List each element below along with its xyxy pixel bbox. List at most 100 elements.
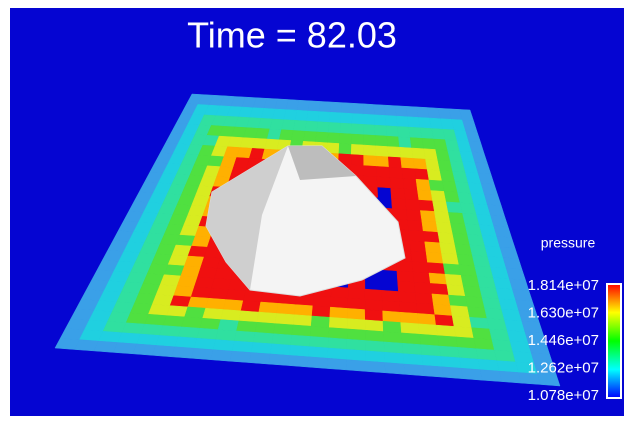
- plate-cell: [432, 200, 449, 213]
- plate-cell: [382, 310, 401, 323]
- plate-cell: [437, 232, 456, 245]
- plate-cell: [233, 330, 256, 343]
- plate-cell: [144, 313, 167, 326]
- plate-cell: [375, 155, 390, 168]
- plate-cell: [176, 275, 198, 288]
- plate-cell: [289, 344, 310, 358]
- plate-cell: [384, 115, 398, 127]
- colorbar-ticks: 1.814e+07 1.630e+07 1.446e+07 1.262e+07 1.07…: [528, 277, 599, 404]
- plate-cell: [420, 344, 441, 357]
- plate-cell: [351, 102, 364, 115]
- plate-cell: [457, 347, 479, 360]
- plate-cell: [373, 104, 386, 116]
- plate-cell: [309, 336, 329, 349]
- plate-cell: [420, 210, 437, 223]
- plate-cell: [296, 99, 310, 112]
- plate-cell: [306, 110, 320, 122]
- plate-cell: [362, 103, 375, 116]
- plate-cell: [180, 265, 202, 278]
- plate-cell: [362, 113, 375, 126]
- plate-cell: [285, 99, 300, 111]
- plate-cell: [132, 343, 157, 356]
- plate-cell: [193, 276, 215, 289]
- plate-cell: [438, 345, 460, 359]
- plate-cell: [441, 366, 464, 379]
- plate-cell: [271, 333, 293, 346]
- plate-cell: [236, 320, 258, 333]
- plate-cell: [340, 112, 353, 124]
- plate-cell: [340, 102, 353, 114]
- plate-cell: [242, 290, 263, 303]
- plate-cell: [403, 363, 425, 377]
- plate-cell: [382, 320, 402, 334]
- plate-cell: [317, 111, 331, 123]
- plate-cell: [435, 324, 457, 338]
- plate-cell: [208, 288, 229, 300]
- plate-cell: [315, 131, 329, 144]
- plate-cell: [430, 190, 447, 203]
- plate-cell: [387, 146, 401, 158]
- plate-cell: [190, 286, 212, 299]
- plate-cell: [171, 346, 195, 359]
- plate-cell: [136, 333, 160, 346]
- plate-cell: [465, 296, 485, 309]
- plate-cell: [397, 126, 411, 138]
- plate-cell: [252, 332, 274, 345]
- plate-cell: [433, 304, 453, 317]
- plate-cell: [418, 199, 435, 212]
- colorbar-tick-label: 1.446e+07: [528, 332, 599, 349]
- plate-cell: [256, 311, 277, 324]
- plate-cell: [347, 287, 366, 300]
- plate-cell: [494, 349, 516, 363]
- plate-cell: [537, 373, 561, 387]
- plate-cell: [363, 175, 378, 188]
- plate-cell: [264, 138, 280, 151]
- plate-cell: [381, 300, 401, 313]
- plate-cell: [309, 325, 330, 339]
- plate-cell: [381, 290, 400, 303]
- plate-cell: [448, 294, 468, 308]
- plate-cell: [498, 370, 522, 384]
- plate-cell: [386, 135, 400, 148]
- plate-cell: [326, 357, 347, 371]
- plate-cell: [327, 132, 341, 144]
- plate-cell: [402, 178, 418, 190]
- plate-cell: [491, 339, 514, 352]
- plate-cell: [400, 157, 415, 170]
- plate-cell: [351, 133, 364, 146]
- plate-cell: [269, 343, 291, 356]
- plate-cell: [414, 292, 434, 305]
- plate-cell: [307, 100, 321, 112]
- plate-cell: [363, 165, 378, 177]
- plate-cell: [140, 323, 164, 336]
- plate-cell: [476, 276, 497, 289]
- plate-cell: [250, 342, 273, 355]
- plate-cell: [412, 271, 431, 284]
- plate-cell: [190, 347, 214, 360]
- plate-cell: [427, 262, 446, 275]
- plate-cell: [292, 120, 307, 132]
- plate-cell: [162, 315, 185, 328]
- plate-cell: [462, 285, 483, 298]
- plate-cell: [376, 176, 391, 189]
- plate-cell: [444, 273, 464, 287]
- plate-cell: [452, 233, 471, 246]
- plate-cell: [365, 350, 386, 363]
- plate-cell: [448, 212, 466, 225]
- colorbar-tick-label: 1.078e+07: [528, 387, 599, 404]
- plate-cell: [407, 116, 421, 129]
- plate-cell: [312, 295, 332, 308]
- plate-cell: [374, 135, 388, 147]
- plate-cell: [258, 301, 279, 314]
- plate-cell: [346, 349, 366, 362]
- plate-cell: [456, 254, 476, 267]
- plate-cell: [330, 286, 349, 299]
- plate-cell: [451, 315, 473, 328]
- plate-cell: [409, 240, 427, 253]
- plate-cell: [458, 264, 478, 277]
- plate-cell: [402, 342, 423, 356]
- plate-cell: [274, 313, 295, 326]
- plate-cell: [196, 327, 219, 340]
- plate-cell: [467, 306, 488, 319]
